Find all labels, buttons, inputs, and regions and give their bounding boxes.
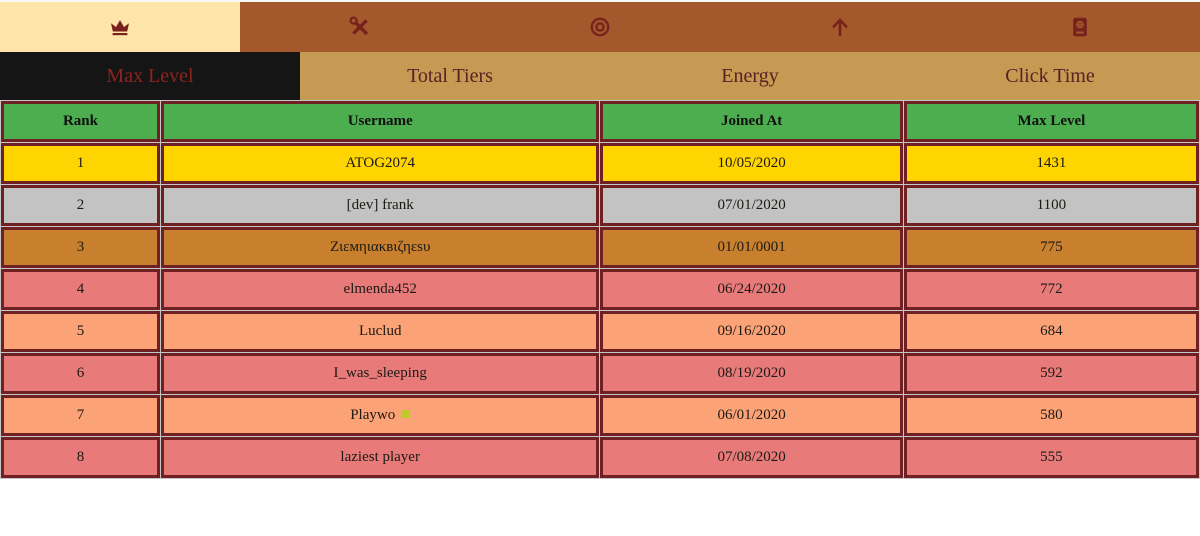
- tab-energy[interactable]: Energy: [721, 64, 779, 87]
- joined-at-cell: 01/01/0001: [600, 227, 903, 268]
- username-cell: elmenda452: [160, 269, 600, 310]
- max-level-cell: 775: [903, 227, 1199, 268]
- rank-cell: 8: [1, 437, 160, 478]
- rank-cell: 7: [1, 395, 160, 436]
- table-row: 8 laziest player 07/08/2020 555: [1, 437, 1199, 478]
- arrow-up-icon: [828, 15, 852, 39]
- tab-click-time[interactable]: Click Time: [1005, 64, 1095, 87]
- table-row: 1 ATOG2074 10/05/2020 1431: [1, 143, 1199, 184]
- max-level-cell: 1431: [903, 143, 1199, 184]
- username-cell: Luclud: [160, 311, 600, 352]
- joined-at-cell: 07/08/2020: [600, 437, 903, 478]
- nav-tab-passport[interactable]: [960, 2, 1200, 52]
- max-level-cell: 772: [903, 269, 1199, 310]
- header-max-level: Max Level: [903, 101, 1199, 142]
- nav-tab-target[interactable]: [480, 2, 720, 52]
- table-row: 5 Luclud 09/16/2020 684: [1, 311, 1199, 352]
- username-cell: [dev] frank: [160, 185, 600, 226]
- header-username: Username: [160, 101, 600, 142]
- table-row: 2 [dev] frank 07/01/2020 1100: [1, 185, 1199, 226]
- joined-at-cell: 07/01/2020: [600, 185, 903, 226]
- tab-max-level[interactable]: Max Level: [0, 52, 300, 100]
- joined-at-cell: 06/01/2020: [600, 395, 903, 436]
- username-cell: I_was_sleeping: [160, 353, 600, 394]
- passport-icon: [1068, 15, 1092, 39]
- max-level-cell: 580: [903, 395, 1199, 436]
- joined-at-cell: 09/16/2020: [600, 311, 903, 352]
- leaderboard-container: Rank Username Joined At Max Level 1 ATOG2…: [0, 100, 1200, 536]
- top-edge-highlight: [0, 0, 1200, 2]
- rank-cell: 3: [1, 227, 160, 268]
- stat-tabs: Max Level Total Tiers Energy Click Time: [0, 52, 1200, 100]
- leaderboard-body: 1 ATOG2074 10/05/2020 1431 2 [dev] frank 07/01…: [1, 143, 1199, 478]
- crown-icon: [108, 15, 132, 39]
- tab-total-tiers[interactable]: Total Tiers: [407, 64, 493, 87]
- header-row: Rank Username Joined At Max Level: [1, 101, 1199, 142]
- online-badge: [402, 410, 411, 418]
- icon-nav: [0, 2, 1200, 52]
- table-row: 4 elmenda452 06/24/2020 772: [1, 269, 1199, 310]
- rank-cell: 2: [1, 185, 160, 226]
- table-row: 3 Ζιεмηιακвιζηεsυ 01/01/0001 775: [1, 227, 1199, 268]
- header-rank: Rank: [1, 101, 160, 142]
- max-level-cell: 592: [903, 353, 1199, 394]
- max-level-cell: 684: [903, 311, 1199, 352]
- nav-tab-tools[interactable]: [240, 2, 480, 52]
- joined-at-cell: 08/19/2020: [600, 353, 903, 394]
- joined-at-cell: 06/24/2020: [600, 269, 903, 310]
- max-level-cell: 1100: [903, 185, 1199, 226]
- joined-at-cell: 10/05/2020: [600, 143, 903, 184]
- username-cell: Ζιεмηιακвιζηεsυ: [160, 227, 600, 268]
- rank-cell: 5: [1, 311, 160, 352]
- header-joined-at: Joined At: [600, 101, 903, 142]
- rank-cell: 4: [1, 269, 160, 310]
- screwdriver-wrench-icon: [348, 15, 372, 39]
- username-cell: Playwo: [160, 395, 600, 436]
- nav-tab-upgrade[interactable]: [720, 2, 960, 52]
- username-cell: laziest player: [160, 437, 600, 478]
- rank-cell: 6: [1, 353, 160, 394]
- nav-tab-leaderboard[interactable]: [0, 2, 240, 52]
- table-row: 7 Playwo 06/01/2020 580: [1, 395, 1199, 436]
- rank-cell: 1: [1, 143, 160, 184]
- leaderboard-table: Rank Username Joined At Max Level 1 ATOG2…: [0, 100, 1200, 479]
- table-row: 6 I_was_sleeping 08/19/2020 592: [1, 353, 1199, 394]
- username-cell: ATOG2074: [160, 143, 600, 184]
- bullseye-icon: [588, 15, 612, 39]
- max-level-cell: 555: [903, 437, 1199, 478]
